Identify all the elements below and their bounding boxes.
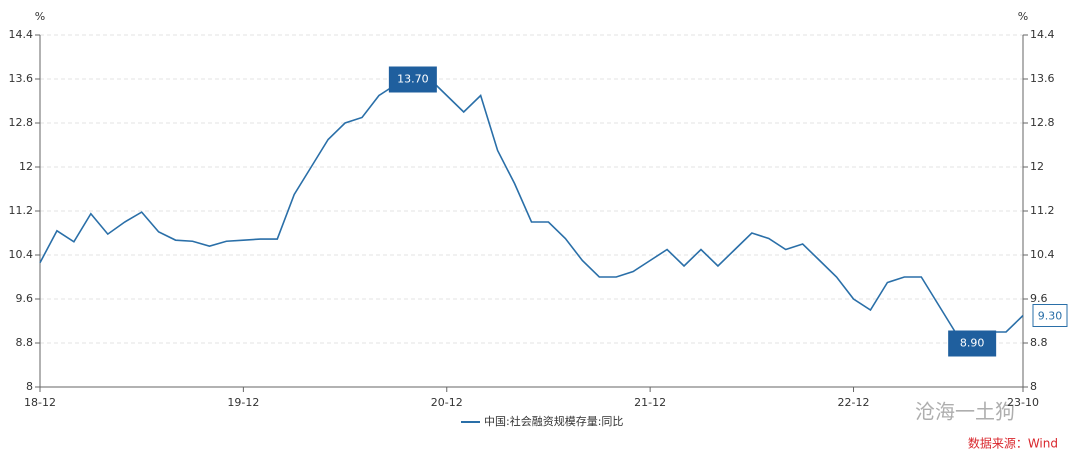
y2-tick-label: 9.6 xyxy=(1030,292,1048,305)
value-label-box xyxy=(948,330,997,357)
value-label-text: 13.70 xyxy=(397,73,429,86)
x-tick-label: 18-12 xyxy=(24,396,56,409)
value-label: 13.70 xyxy=(388,66,437,93)
y-unit: % xyxy=(35,10,45,23)
y2-tick-label: 14.4 xyxy=(1030,28,1055,41)
value-label-box xyxy=(388,66,437,93)
y-tick-label: 12 xyxy=(19,160,33,173)
x-tick-label: 20-12 xyxy=(431,396,463,409)
y-tick-label: 8 xyxy=(26,380,33,393)
value-label-text: 9.30 xyxy=(1038,310,1063,323)
y-tick-label: 13.6 xyxy=(9,72,34,85)
value-label: 8.90 xyxy=(948,330,997,357)
y2-tick-label: 8.8 xyxy=(1030,336,1048,349)
value-label: 9.30 xyxy=(1032,304,1068,327)
x-tick-label: 21-12 xyxy=(634,396,666,409)
y2-tick-label: 12.8 xyxy=(1030,116,1055,129)
x-tick-label: 22-12 xyxy=(838,396,870,409)
y-tick-label: 12.8 xyxy=(9,116,34,129)
y-tick-label: 8.8 xyxy=(16,336,34,349)
x-tick-label: 19-12 xyxy=(227,396,259,409)
line xyxy=(39,72,1024,339)
y-tick-label: 14.4 xyxy=(9,28,34,41)
y-tick-label: 9.6 xyxy=(16,292,34,305)
y2-unit: % xyxy=(1018,10,1028,23)
y2-tick-label: 13.6 xyxy=(1030,72,1055,85)
y2-tick-label: 8 xyxy=(1030,380,1037,393)
y-tick-label: 10.4 xyxy=(9,248,34,261)
source: 数据来源：Wind xyxy=(968,436,1058,451)
y2-tick-label: 12 xyxy=(1030,160,1044,173)
y-tick-label: 11.2 xyxy=(9,204,34,217)
value-label-box xyxy=(1032,304,1068,327)
value-label-text: 8.90 xyxy=(960,337,985,350)
y2-tick-label: 11.2 xyxy=(1030,204,1055,217)
legend-label: 中国:社会融资规模存量:同比 xyxy=(484,414,623,428)
y2-tick-label: 10.4 xyxy=(1030,248,1055,261)
x-tick-label: 23-10 xyxy=(1007,396,1039,409)
watermark: 沧海一土狗 xyxy=(915,400,1015,424)
